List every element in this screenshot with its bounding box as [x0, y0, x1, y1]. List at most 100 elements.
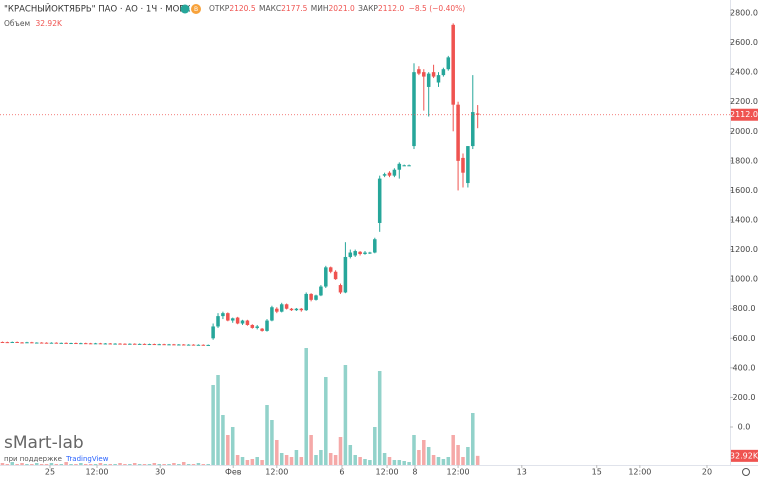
- volume-bar: [260, 460, 264, 465]
- volume-bar: [284, 455, 289, 465]
- y-tick-label: 2800.0: [730, 9, 758, 18]
- volume-bar: [201, 464, 206, 465]
- volume-bar: [216, 375, 220, 465]
- volume-bar: [93, 464, 98, 465]
- volume-bar: [431, 455, 436, 465]
- candle-body: [34, 342, 39, 344]
- ohlc-legend: ОТКР2120.5 МАКС2177.5 МИН2021.0 ЗАКР2112…: [209, 4, 465, 13]
- candle-body: [451, 24, 455, 105]
- volume-bar: [451, 435, 455, 465]
- volume-bar: [304, 348, 308, 465]
- volume-bar: [275, 440, 279, 465]
- candle-body: [15, 341, 19, 343]
- volume-bar: [196, 463, 201, 465]
- settings-icon[interactable]: [742, 468, 750, 476]
- candle-body: [108, 343, 112, 345]
- y-tick-label: 2000.0: [730, 127, 758, 136]
- x-tick-label: 12:00: [628, 468, 651, 477]
- volume-bar: [221, 415, 225, 465]
- volume-legend: Объем 32.92K: [4, 19, 63, 28]
- candle-body: [368, 252, 372, 254]
- candle-body: [216, 316, 220, 327]
- volume-bar: [15, 464, 19, 465]
- volume-bar: [113, 464, 117, 465]
- volume-bar: [64, 462, 68, 465]
- volume-bar: [255, 457, 259, 465]
- badge-circle: [191, 4, 201, 14]
- candle-body: [25, 342, 29, 344]
- candle-body: [343, 256, 348, 293]
- volume-bar: [162, 464, 166, 465]
- candle-body: [10, 341, 15, 343]
- volume-bar: [412, 435, 416, 465]
- watermark: sMart-lab: [4, 433, 84, 453]
- volume-bar: [118, 463, 122, 465]
- volume-bar: [54, 464, 59, 465]
- volume-bar: [181, 462, 186, 465]
- volume-bar: [348, 445, 353, 465]
- candle-body: [0, 341, 5, 343]
- volume-bar: [373, 427, 377, 465]
- candle-body: [279, 304, 284, 312]
- ohlc-value: 2021.0: [329, 4, 355, 13]
- candle-body: [417, 69, 421, 74]
- volume-bar: [417, 450, 421, 465]
- y-tick-label: 0.0: [738, 423, 751, 432]
- volume-bar: [392, 460, 397, 465]
- candle-body: [167, 344, 171, 346]
- candle-body: [113, 343, 117, 345]
- candle-body: [314, 295, 318, 300]
- candle-body: [289, 308, 294, 311]
- candle-body: [294, 308, 299, 311]
- candle-body: [103, 343, 108, 345]
- volume-bar: [294, 450, 299, 465]
- volume-bar: [245, 460, 250, 465]
- x-tick-label: Фев: [225, 468, 242, 477]
- volume-bar: [191, 464, 196, 465]
- candle-body: [358, 251, 362, 255]
- chart-title: "КРАСНЫЙОКТЯБРЬ" ПАО · АО · 1Ч · MOEX: [4, 3, 191, 15]
- candle-body: [201, 344, 206, 346]
- volume-bar: [436, 457, 441, 465]
- candle-body: [221, 313, 225, 317]
- last-volume-box: [731, 449, 758, 462]
- volume-bar: [343, 365, 348, 465]
- candle-body: [235, 317, 240, 324]
- y-tick-label: 1400.0: [730, 216, 758, 225]
- volume-bar: [49, 463, 54, 465]
- volume-bar: [235, 455, 240, 465]
- candle-body: [54, 342, 59, 344]
- volume-bar: [79, 463, 83, 465]
- candle-body: [142, 343, 147, 345]
- y-tick-label: 200.0: [733, 393, 756, 402]
- candle-body: [152, 344, 157, 346]
- candle-body: [377, 178, 382, 223]
- y-tick-label: 1600.0: [730, 186, 758, 195]
- volume-bar: [289, 457, 294, 465]
- volume-bar: [34, 463, 39, 465]
- candle-body: [49, 342, 54, 344]
- volume-bar: [103, 464, 108, 465]
- candle-body: [59, 342, 64, 344]
- last-price-box: [731, 108, 758, 121]
- volume-bar: [0, 463, 5, 465]
- candle-body: [471, 112, 475, 147]
- change: −8.5 (−0.40%): [409, 4, 466, 13]
- volume-bar: [69, 464, 73, 465]
- y-tick-label: 1800.0: [730, 156, 758, 165]
- candle-body: [412, 72, 416, 147]
- x-tick-label: 12:00: [447, 468, 470, 477]
- candle-body: [270, 307, 274, 321]
- candle-body: [446, 57, 451, 70]
- volume-bar: [108, 464, 112, 465]
- volume-bar: [137, 464, 142, 465]
- volume-bar: [59, 464, 64, 465]
- volume-bar: [39, 464, 44, 465]
- credit-text: при поддержке: [4, 455, 62, 463]
- candle-body: [387, 172, 392, 176]
- credit-link[interactable]: TradingView: [65, 455, 109, 463]
- volume-bar: [10, 462, 15, 465]
- volume-bar: [88, 464, 93, 465]
- volume-bar: [309, 435, 313, 465]
- candle-body: [177, 344, 181, 346]
